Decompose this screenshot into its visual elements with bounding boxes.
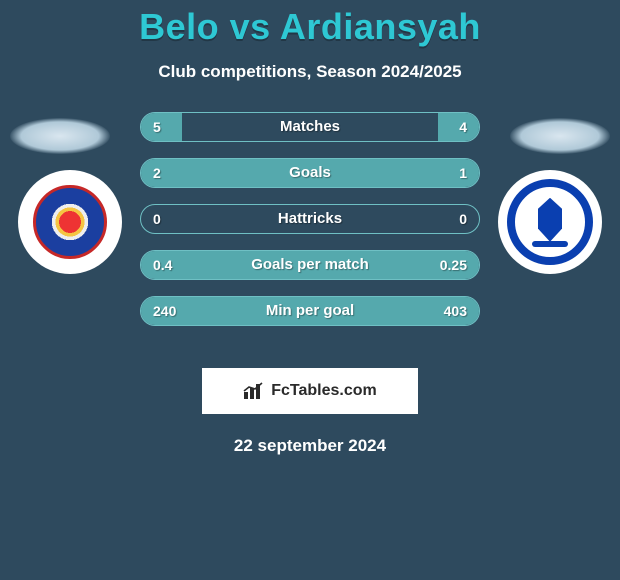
stat-label: Min per goal bbox=[141, 297, 479, 325]
stat-label: Matches bbox=[141, 113, 479, 141]
halo-right bbox=[510, 118, 610, 154]
stat-label: Goals bbox=[141, 159, 479, 187]
stat-value-left: 0 bbox=[153, 205, 161, 233]
stat-value-right: 403 bbox=[444, 297, 467, 325]
stat-value-right: 0 bbox=[459, 205, 467, 233]
stat-row: Goals2 1 bbox=[140, 158, 480, 188]
stat-label: Goals per match bbox=[141, 251, 479, 279]
club-badge-right bbox=[500, 172, 600, 272]
stat-row: Min per goal240 403 bbox=[140, 296, 480, 326]
subtitle: Club competitions, Season 2024/2025 bbox=[0, 62, 620, 82]
bar-chart-icon bbox=[243, 382, 265, 400]
stat-value-left: 240 bbox=[153, 297, 176, 325]
stat-bars: Matches5 4 Goals2 1 Hattricks0 0 Goals per mat… bbox=[140, 112, 480, 342]
comparison-card: Belo vs Ardiansyah Club competitions, Se… bbox=[0, 0, 620, 580]
stat-value-left: 5 bbox=[153, 113, 161, 141]
page-title: Belo vs Ardiansyah bbox=[0, 0, 620, 48]
stat-row: Hattricks0 0 bbox=[140, 204, 480, 234]
date-text: 22 september 2024 bbox=[0, 436, 620, 456]
stat-label: Hattricks bbox=[141, 205, 479, 233]
stat-value-right: 0.25 bbox=[440, 251, 467, 279]
halo-left bbox=[10, 118, 110, 154]
brand-text: FcTables.com bbox=[271, 382, 377, 400]
stat-row: Matches5 4 bbox=[140, 112, 480, 142]
stat-row: Goals per match0.4 0.25 bbox=[140, 250, 480, 280]
stat-value-left: 0.4 bbox=[153, 251, 172, 279]
stat-value-right: 4 bbox=[459, 113, 467, 141]
arema-crest-icon bbox=[27, 179, 113, 265]
stat-value-left: 2 bbox=[153, 159, 161, 187]
comparison-zone: Matches5 4 Goals2 1 Hattricks0 0 Goals per mat… bbox=[0, 112, 620, 352]
psis-crest-icon bbox=[507, 179, 593, 265]
club-badge-left bbox=[20, 172, 120, 272]
stat-value-right: 1 bbox=[459, 159, 467, 187]
brand-box[interactable]: FcTables.com bbox=[202, 368, 418, 414]
